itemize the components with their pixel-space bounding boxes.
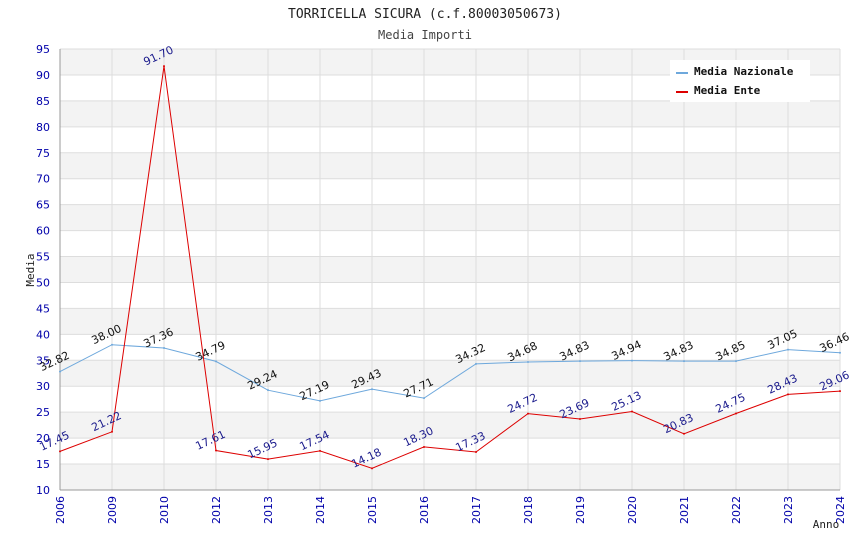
data-point	[423, 397, 425, 400]
y-tick-label: 20	[36, 432, 50, 445]
legend-label-media-nazionale: Media Nazionale	[694, 65, 794, 78]
grid-bands	[60, 49, 840, 490]
y-tick-label: 55	[36, 251, 50, 264]
legend-label-media-ente: Media Ente	[694, 84, 761, 97]
y-tick-label: 95	[36, 43, 50, 56]
x-tick-label: 2023	[782, 496, 795, 524]
grid-band	[60, 360, 840, 387]
y-tick-label: 85	[36, 95, 50, 108]
data-point	[579, 417, 581, 420]
y-tick-label: 65	[36, 199, 50, 212]
data-point	[59, 450, 61, 453]
data-point	[787, 348, 789, 351]
y-tick-label: 30	[36, 380, 50, 393]
y-tick-label: 75	[36, 147, 50, 160]
y-tick-label: 40	[36, 328, 50, 341]
data-point	[163, 65, 165, 68]
data-point	[215, 360, 217, 363]
y-tick-label: 10	[36, 484, 50, 497]
data-point	[579, 360, 581, 363]
x-tick-label: 2018	[522, 496, 535, 524]
data-point	[163, 347, 165, 350]
grid-band	[60, 464, 840, 490]
data-label: 34.83	[661, 338, 695, 363]
x-tick-label: 2006	[54, 496, 67, 524]
grid-band	[60, 100, 840, 127]
data-point	[839, 390, 841, 393]
x-tick-label: 2022	[730, 496, 743, 524]
data-point	[787, 393, 789, 396]
x-tick-label: 2010	[158, 496, 171, 524]
data-label: 25.13	[609, 389, 643, 414]
y-axis-ticks: 10 15 20 25 30 35 40 45 50 55 60 65 70 75 80 85 90 95	[36, 43, 50, 497]
data-point	[267, 458, 269, 461]
grid-band	[60, 152, 840, 179]
data-label: 34.83	[557, 338, 591, 363]
data-point	[475, 362, 477, 365]
data-point	[683, 432, 685, 435]
data-point	[59, 370, 61, 373]
data-point	[839, 351, 841, 354]
data-point	[735, 412, 737, 415]
data-point	[371, 388, 373, 391]
y-tick-label: 70	[36, 173, 50, 186]
data-point	[267, 389, 269, 392]
data-point	[319, 399, 321, 402]
data-label: 34.94	[609, 338, 643, 363]
x-tick-label: 2024	[834, 496, 847, 524]
x-axis-ticks: 2006 2009 2010 2012 2013 2014 2015 2016 2017 2018…	[54, 496, 847, 524]
grid-band	[60, 256, 840, 283]
y-tick-label: 50	[36, 276, 50, 289]
series-line-media-ente	[59, 66, 841, 469]
axes	[59, 49, 840, 491]
data-point	[111, 343, 113, 346]
y-tick-label: 60	[36, 225, 50, 238]
x-tick-label: 2012	[210, 496, 223, 524]
x-tick-label: 2009	[106, 496, 119, 524]
x-tick-label: 2016	[418, 496, 431, 524]
y-tick-label: 25	[36, 406, 50, 419]
data-point	[371, 467, 373, 470]
x-tick-label: 2014	[314, 496, 327, 524]
data-point	[683, 360, 685, 363]
data-point	[527, 412, 529, 415]
data-point	[631, 359, 633, 362]
y-tick-label: 45	[36, 302, 50, 315]
series-lines	[59, 65, 841, 470]
data-point	[527, 360, 529, 363]
data-point	[475, 450, 477, 453]
data-point	[319, 449, 321, 452]
y-tick-label: 35	[36, 354, 50, 367]
y-axis-label: Media	[24, 253, 37, 286]
data-point	[215, 449, 217, 452]
data-point	[735, 360, 737, 363]
x-tick-label: 2021	[678, 496, 691, 524]
x-tick-label: 2015	[366, 496, 379, 524]
x-tick-label: 2020	[626, 496, 639, 524]
data-point	[111, 430, 113, 433]
grid-band	[60, 308, 840, 335]
x-tick-label: 2017	[470, 496, 483, 524]
grid-band	[60, 412, 840, 439]
legend: Media Nazionale Media Ente	[670, 60, 810, 102]
legend-background	[670, 60, 810, 102]
data-point	[631, 410, 633, 413]
chart-title: TORRICELLA SICURA (c.f.80003050673)	[288, 7, 562, 22]
x-tick-label: 2013	[262, 496, 275, 524]
series-line-media-nazionale	[59, 344, 841, 402]
data-point	[423, 445, 425, 448]
chart-subtitle: Media Importi	[378, 28, 472, 42]
y-tick-label: 80	[36, 121, 50, 134]
y-tick-label: 90	[36, 69, 50, 82]
x-axis-label: Anno	[813, 518, 840, 531]
grid-band	[60, 204, 840, 231]
y-tick-label: 15	[36, 458, 50, 471]
x-tick-label: 2019	[574, 496, 587, 524]
